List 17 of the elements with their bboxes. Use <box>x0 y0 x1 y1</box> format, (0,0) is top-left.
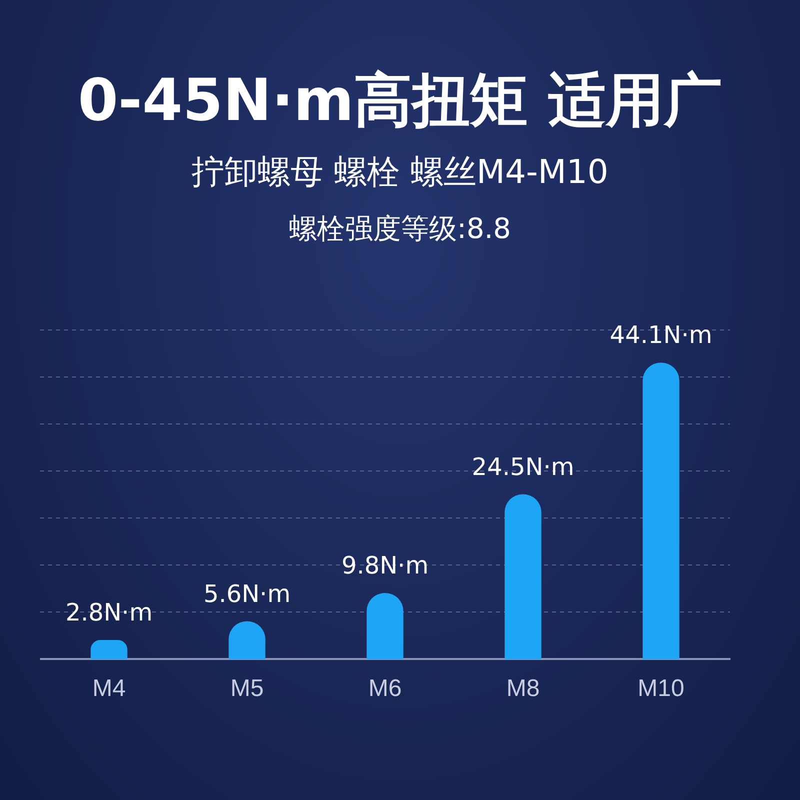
bar <box>366 593 404 660</box>
chart-title: 0-45N·m高扭矩 适用广 <box>76 65 724 136</box>
chart-subtitle: 拧卸螺母 螺栓 螺丝M4-M10 <box>190 151 610 193</box>
x-tick-label: M6 <box>368 675 402 702</box>
bar <box>90 640 128 660</box>
data-label: 5.6N·m <box>203 580 291 608</box>
bar <box>642 362 680 660</box>
x-tick-label: M8 <box>506 675 540 702</box>
data-label: 24.5N·m <box>472 452 574 481</box>
x-tick-label: M10 <box>638 675 684 702</box>
x-tick-label: M4 <box>92 675 126 702</box>
data-label: 44.1N·m <box>610 321 712 350</box>
data-label: 9.8N·m <box>341 552 429 580</box>
x-tick-label: M5 <box>230 675 264 702</box>
text: 螺栓强度等级:8.8 <box>288 211 512 247</box>
bar <box>504 494 542 660</box>
data-label: 2.8N·m <box>65 598 153 627</box>
